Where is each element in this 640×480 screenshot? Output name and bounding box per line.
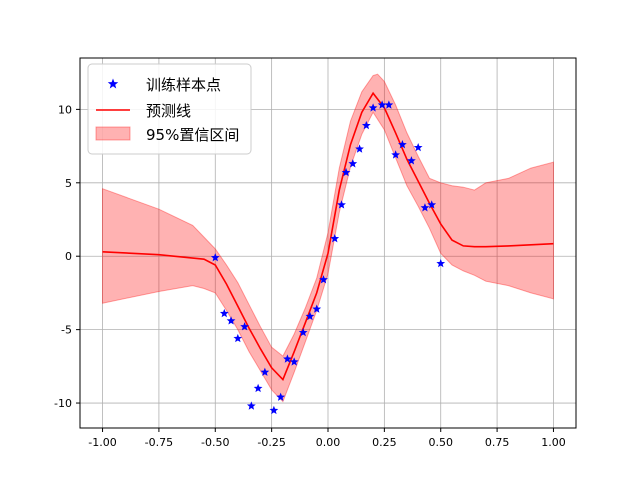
training-point (283, 354, 292, 363)
x-tick-label: -0.50 (201, 436, 229, 449)
training-point (312, 304, 322, 313)
legend-train-marker (107, 78, 119, 89)
legend: 训练样本点 预测线 95%置信区间 (87, 63, 252, 155)
training-point (305, 311, 315, 321)
training-point (240, 322, 249, 331)
x-tick-label: 1.00 (541, 436, 566, 449)
x-tick-label: -0.25 (257, 436, 285, 449)
training-point (330, 234, 340, 243)
training-point (253, 383, 263, 393)
training-point (355, 144, 364, 153)
training-point (226, 316, 236, 325)
legend-pred-label: 预测线 (146, 102, 191, 120)
x-tick-label: -1.00 (88, 436, 116, 449)
training-point (436, 258, 446, 268)
training-point (384, 100, 394, 109)
training-point (398, 140, 407, 149)
legend-box (87, 63, 252, 155)
training-point (319, 275, 328, 284)
training-point (210, 253, 220, 262)
y-tick-label: 5 (65, 177, 72, 190)
training-point (246, 401, 256, 410)
training-point (413, 142, 423, 152)
prediction-line (102, 91, 554, 381)
y-axis-ticks: -10 -5 0 5 10 (54, 103, 80, 410)
training-points (210, 100, 446, 415)
legend-ci-label: 95%置信区间 (146, 126, 239, 144)
training-point (420, 203, 430, 212)
training-point (219, 308, 229, 318)
training-point (289, 357, 299, 366)
y-tick-label: -10 (54, 397, 72, 410)
training-point (269, 405, 279, 415)
training-point (260, 367, 270, 376)
training-point (407, 156, 416, 165)
legend-train-label: 训练样本点 (146, 76, 221, 94)
x-tick-label: 0.50 (428, 436, 453, 449)
confidence-band (102, 73, 554, 403)
y-tick-label: 0 (65, 250, 72, 263)
training-point (337, 200, 346, 209)
training-point (348, 159, 358, 168)
x-tick-label: -0.75 (145, 436, 173, 449)
x-tick-label: 0.00 (316, 436, 341, 449)
training-point (361, 120, 371, 130)
x-tick-label: 0.75 (485, 436, 510, 449)
y-tick-label: -5 (61, 324, 72, 337)
training-point (377, 100, 387, 109)
x-tick-label: 0.25 (372, 436, 397, 449)
training-point (341, 167, 351, 177)
legend-ci-marker (95, 126, 131, 141)
training-point (276, 392, 286, 401)
training-point (368, 103, 378, 112)
training-point (427, 200, 437, 209)
training-point (233, 333, 243, 343)
y-tick-label: 10 (58, 103, 72, 116)
training-point (298, 327, 308, 337)
training-point (391, 150, 401, 159)
x-axis-ticks: -1.00 -0.75 -0.50 -0.25 0.00 0.25 0.50 0.75 1.00 (88, 428, 566, 449)
